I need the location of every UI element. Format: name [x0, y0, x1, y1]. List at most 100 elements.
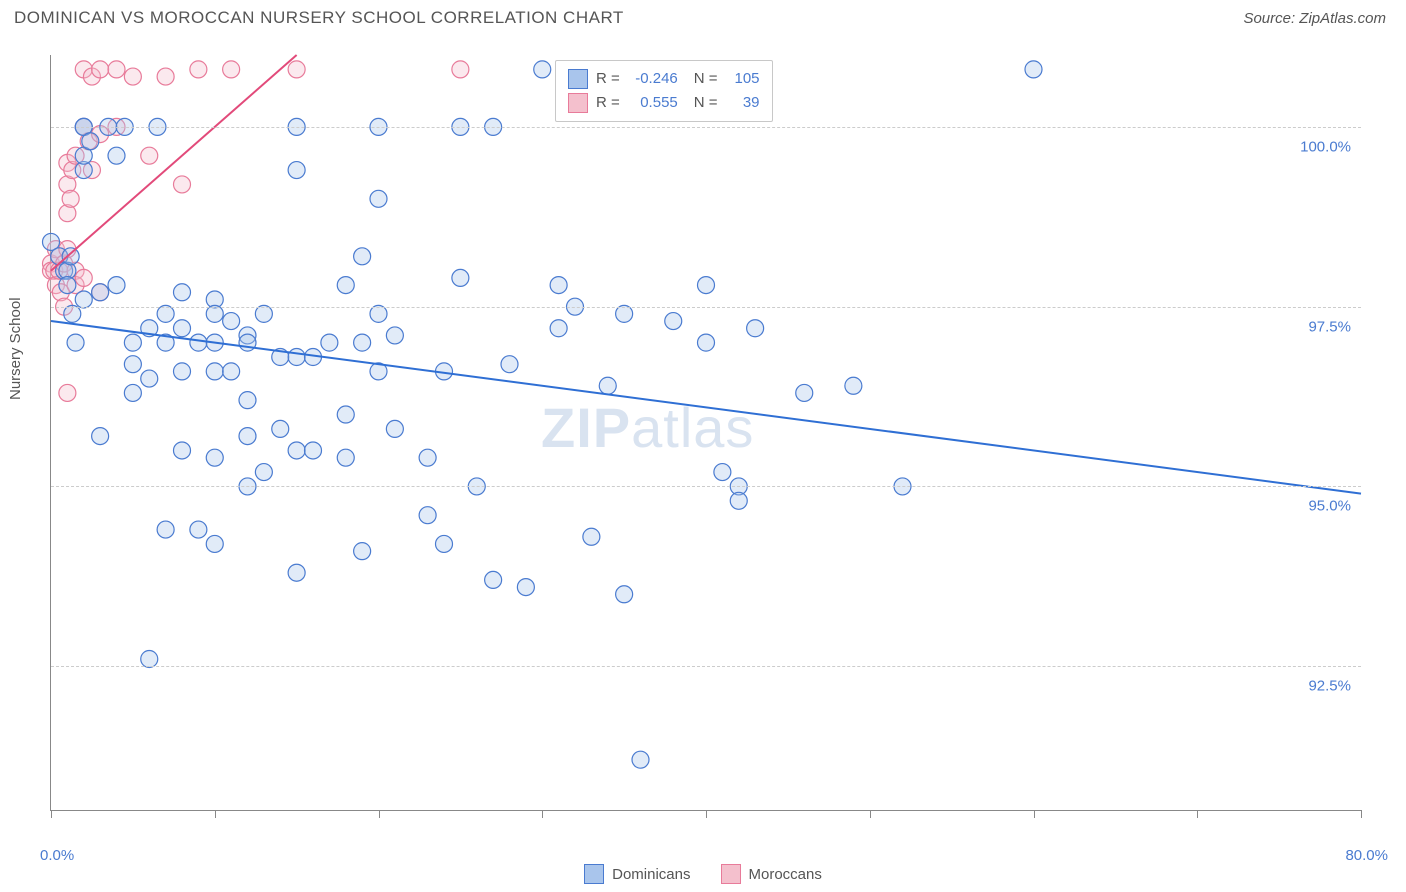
- n-value: 105: [726, 67, 760, 91]
- x-tick: [542, 810, 543, 818]
- data-point-dominicans: [321, 334, 338, 351]
- data-point-dominicans: [599, 377, 616, 394]
- x-tick: [706, 810, 707, 818]
- data-point-dominicans: [174, 442, 191, 459]
- data-point-dominicans: [714, 464, 731, 481]
- legend-item-dominicans: Dominicans: [584, 864, 690, 884]
- data-point-dominicans: [157, 521, 174, 538]
- data-point-dominicans: [632, 751, 649, 768]
- data-point-dominicans: [239, 428, 256, 445]
- data-point-dominicans: [419, 449, 436, 466]
- y-axis-label: Nursery School: [7, 297, 24, 400]
- gridline: [51, 307, 1361, 308]
- plot-area: ZIPatlas 92.5%95.0%97.5%100.0%: [50, 55, 1361, 811]
- legend-swatch-dominicans: [568, 69, 588, 89]
- n-label: N =: [694, 91, 718, 115]
- data-point-moroccans: [59, 384, 76, 401]
- data-point-dominicans: [92, 284, 109, 301]
- data-point-dominicans: [206, 363, 223, 380]
- data-point-dominicans: [124, 356, 141, 373]
- data-point-dominicans: [534, 61, 551, 78]
- data-point-dominicans: [223, 363, 240, 380]
- data-point-dominicans: [337, 449, 354, 466]
- data-point-dominicans: [517, 579, 534, 596]
- data-point-dominicans: [1025, 61, 1042, 78]
- data-point-dominicans: [75, 291, 92, 308]
- data-point-dominicans: [616, 305, 633, 322]
- y-tick-label: 100.0%: [1300, 138, 1351, 155]
- gridline: [51, 486, 1361, 487]
- data-point-dominicans: [141, 651, 158, 668]
- data-point-dominicans: [730, 492, 747, 509]
- data-point-dominicans: [616, 586, 633, 603]
- chart-source: Source: ZipAtlas.com: [1243, 10, 1386, 27]
- data-point-dominicans: [288, 564, 305, 581]
- stats-legend: R = -0.246 N = 105 R = 0.555 N = 39: [555, 60, 773, 122]
- x-axis-min-label: 0.0%: [40, 847, 74, 864]
- x-tick: [1197, 810, 1198, 818]
- data-point-dominicans: [174, 320, 191, 337]
- legend-swatch-dominicans: [584, 864, 604, 884]
- r-value: 0.555: [628, 91, 678, 115]
- data-point-dominicans: [174, 284, 191, 301]
- gridline: [51, 666, 1361, 667]
- data-point-moroccans: [75, 269, 92, 286]
- data-point-dominicans: [67, 334, 84, 351]
- data-point-dominicans: [124, 384, 141, 401]
- data-point-dominicans: [272, 420, 289, 437]
- x-axis-max-label: 80.0%: [1345, 847, 1388, 864]
- y-tick-label: 95.0%: [1308, 498, 1351, 515]
- series-legend: Dominicans Moroccans: [0, 864, 1406, 884]
- gridline: [51, 127, 1361, 128]
- r-value: -0.246: [628, 67, 678, 91]
- data-point-dominicans: [845, 377, 862, 394]
- data-point-dominicans: [354, 248, 371, 265]
- data-point-dominicans: [354, 334, 371, 351]
- legend-label: Dominicans: [612, 866, 690, 883]
- data-point-dominicans: [370, 190, 387, 207]
- data-point-dominicans: [747, 320, 764, 337]
- legend-swatch-moroccans: [568, 93, 588, 113]
- data-point-dominicans: [698, 334, 715, 351]
- data-point-moroccans: [452, 61, 469, 78]
- data-point-dominicans: [64, 305, 81, 322]
- data-point-dominicans: [665, 313, 682, 330]
- data-point-dominicans: [436, 535, 453, 552]
- data-point-dominicans: [288, 162, 305, 179]
- data-point-dominicans: [190, 521, 207, 538]
- data-point-dominicans: [288, 349, 305, 366]
- data-point-moroccans: [141, 147, 158, 164]
- data-point-moroccans: [108, 61, 125, 78]
- data-point-dominicans: [305, 442, 322, 459]
- y-tick-label: 92.5%: [1308, 678, 1351, 695]
- legend-item-moroccans: Moroccans: [721, 864, 822, 884]
- data-point-dominicans: [550, 320, 567, 337]
- legend-label: Moroccans: [749, 866, 822, 883]
- data-point-dominicans: [157, 305, 174, 322]
- data-point-dominicans: [288, 442, 305, 459]
- data-point-dominicans: [124, 334, 141, 351]
- data-point-dominicans: [108, 277, 125, 294]
- chart-header: DOMINICAN VS MOROCCAN NURSERY SCHOOL COR…: [0, 0, 1406, 34]
- data-point-dominicans: [485, 571, 502, 588]
- r-label: R =: [596, 67, 620, 91]
- data-point-dominicans: [190, 334, 207, 351]
- data-point-dominicans: [501, 356, 518, 373]
- data-point-dominicans: [141, 370, 158, 387]
- data-point-dominicans: [337, 406, 354, 423]
- data-point-moroccans: [157, 68, 174, 85]
- y-tick-label: 97.5%: [1308, 318, 1351, 335]
- stats-legend-row: R = -0.246 N = 105: [568, 67, 760, 91]
- stats-legend-row: R = 0.555 N = 39: [568, 91, 760, 115]
- data-point-dominicans: [92, 428, 109, 445]
- x-tick: [51, 810, 52, 818]
- r-label: R =: [596, 91, 620, 115]
- data-point-moroccans: [223, 61, 240, 78]
- data-point-moroccans: [174, 176, 191, 193]
- data-point-dominicans: [386, 420, 403, 437]
- data-point-dominicans: [206, 305, 223, 322]
- legend-swatch-moroccans: [721, 864, 741, 884]
- scatter-svg: [51, 55, 1361, 810]
- data-point-dominicans: [550, 277, 567, 294]
- x-tick: [870, 810, 871, 818]
